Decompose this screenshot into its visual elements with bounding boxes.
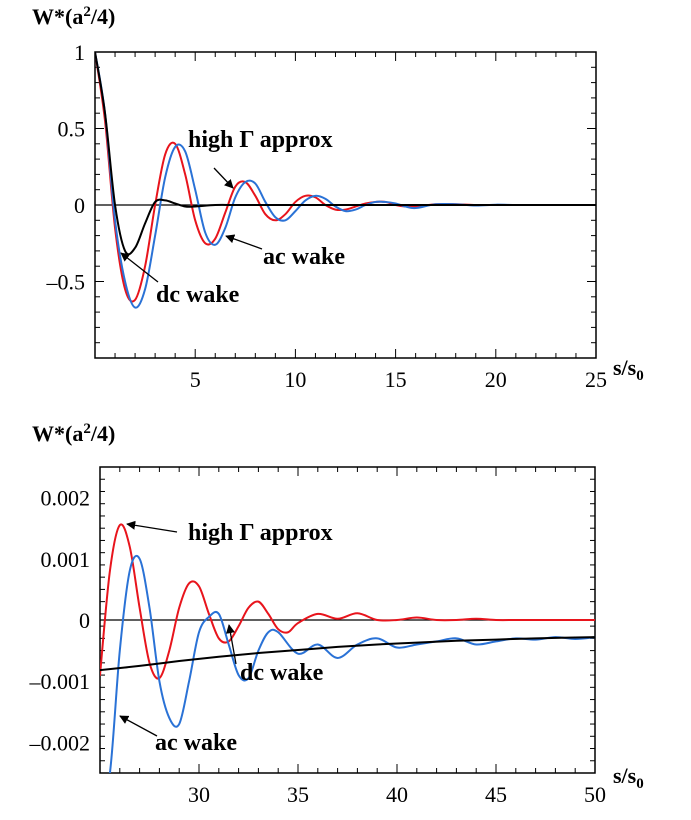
y-tick-label: 0	[74, 193, 85, 218]
series-line-ac-wake-top	[95, 52, 596, 309]
x-tick-label: 25	[585, 367, 607, 392]
x-tick-label: 30	[188, 782, 210, 807]
x-tick-label: 20	[485, 367, 507, 392]
x-tick-label: 35	[287, 782, 309, 807]
annotation-dc-wake-top: dc wake	[120, 252, 240, 308]
series-line-high-gamma-approx-top	[95, 52, 596, 303]
series-line-dc-wake-bottom	[100, 636, 595, 672]
chart-top: W*(a2/4) 5 10 15 20 25 1 0.5 0 –0.5 high Γ appro…	[32, 4, 644, 392]
annotation-label: high Γ approx	[188, 127, 333, 153]
chart-bottom: W*(a2/4) 30 35 40 45 50 0.002 0.001 0 –0.001 –0.0…	[29, 421, 644, 807]
annotation-ac-wake-bottom: ac wake	[119, 715, 237, 756]
x-tick-label: 5	[190, 367, 201, 392]
x-tick-label: 40	[386, 782, 408, 807]
y-tick-label: –0.5	[46, 270, 86, 295]
annotation-high-gamma-top: high Γ approx	[188, 127, 333, 189]
y-axis-title-top: W*(a2/4)	[32, 4, 115, 29]
annotation-high-gamma-bottom: high Γ approx	[126, 520, 333, 546]
x-axis-title-bottom: s/s0	[613, 763, 644, 792]
y-tick-label: 1	[74, 40, 85, 65]
annotation-label: dc wake	[156, 282, 240, 308]
annotation-label: high Γ approx	[188, 520, 333, 546]
x-tick-label: 45	[485, 782, 507, 807]
y-tick-label: –0.001	[29, 669, 91, 694]
y-tick-label: 0.5	[58, 117, 86, 142]
series-line-ac-wake-bottom	[108, 554, 595, 773]
annotation-ac-wake-top: ac wake	[225, 234, 345, 270]
y-tick-label: 0	[79, 608, 90, 633]
y-tick-label: 0.002	[41, 486, 91, 511]
annotation-label: dc wake	[240, 660, 324, 686]
y-tick-label: –0.002	[29, 730, 91, 755]
x-axis-title-top: s/s0	[613, 355, 644, 384]
series-line-dc-wake-top	[95, 52, 596, 256]
x-tick-label: 50	[584, 782, 606, 807]
x-tick-label: 10	[284, 367, 306, 392]
annotation-label: ac wake	[155, 730, 237, 756]
y-tick-label: 0.001	[41, 547, 91, 572]
series-line-high-gamma-approx-bottom	[100, 523, 595, 680]
annotation-label: ac wake	[263, 244, 345, 270]
annotation-dc-wake-bottom: dc wake	[225, 624, 324, 686]
x-tick-label: 15	[385, 367, 407, 392]
y-axis-title-bottom: W*(a2/4)	[32, 421, 115, 446]
